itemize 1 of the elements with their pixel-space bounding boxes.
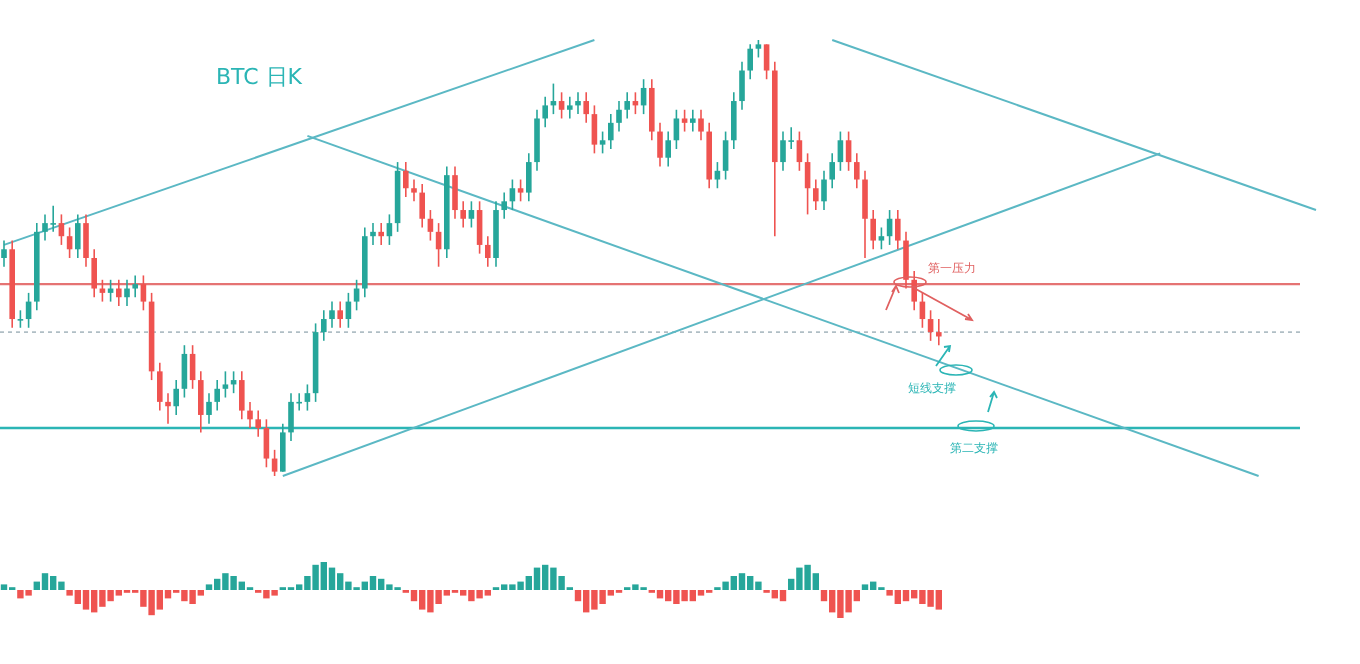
text: BTC 日K <box>216 64 304 90</box>
